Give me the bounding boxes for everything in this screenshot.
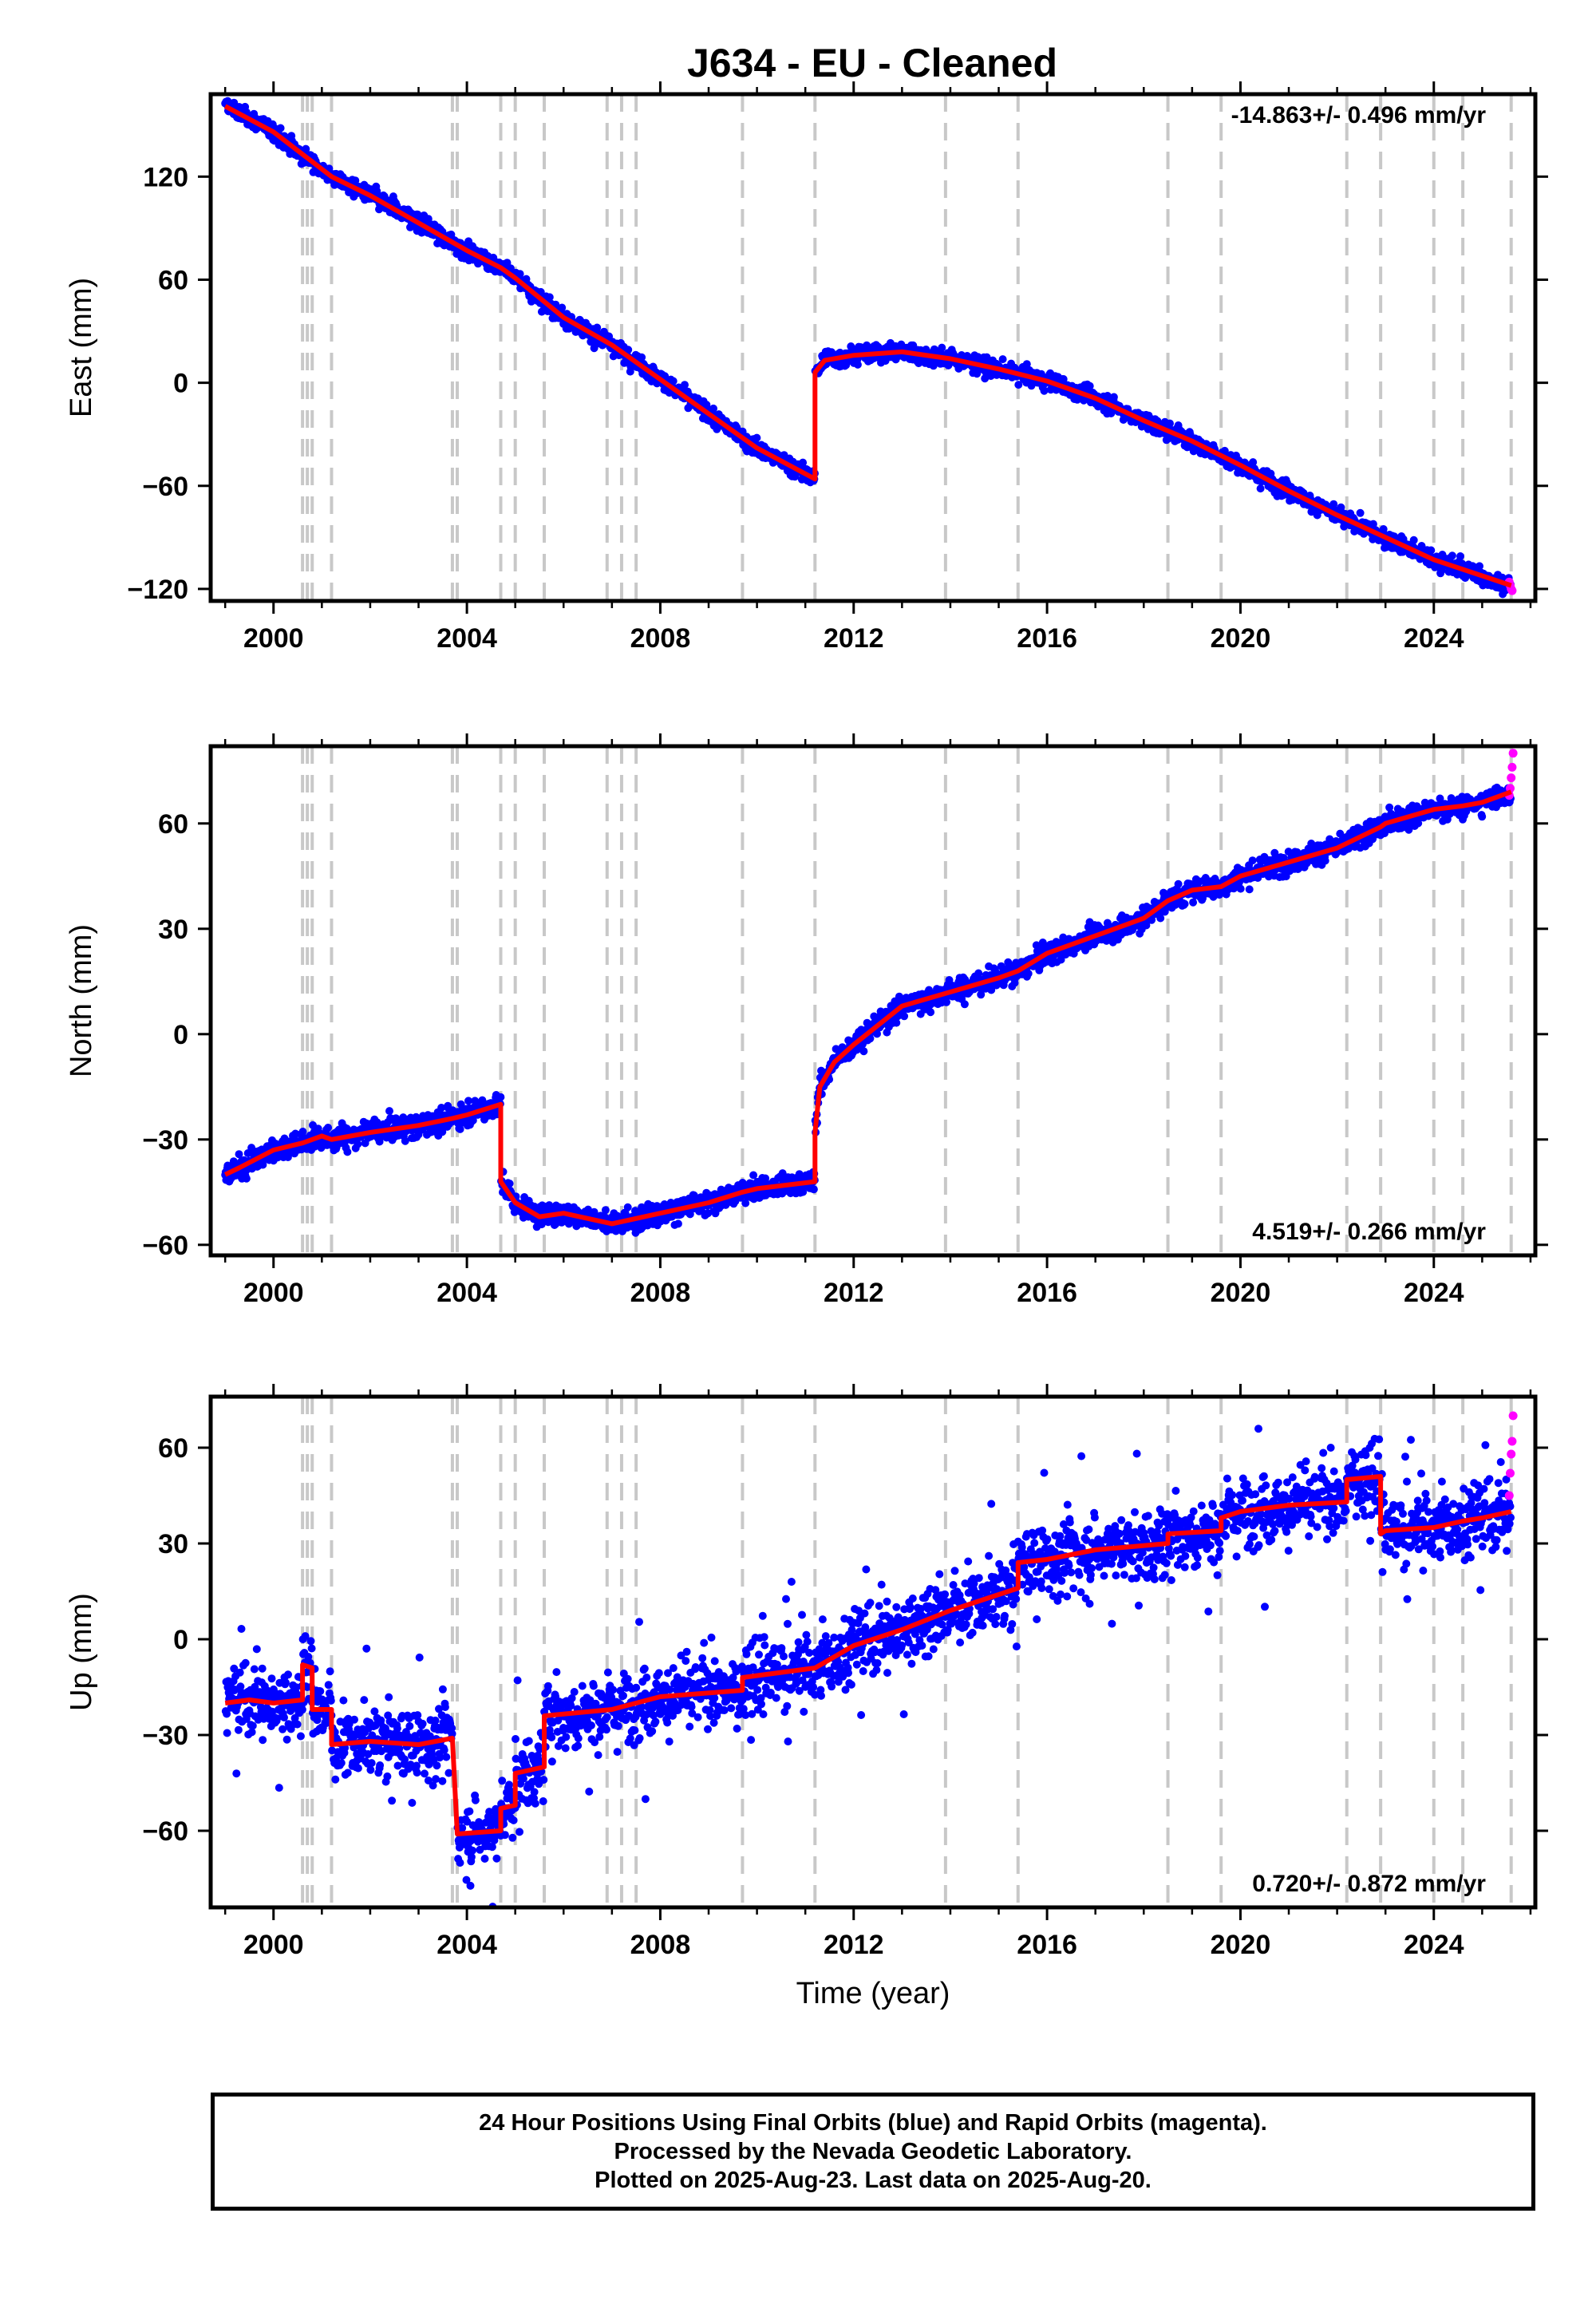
x-tick-label: 2000 <box>243 1278 304 1308</box>
plot-frame-up <box>208 1394 1538 1910</box>
x-tick-label: 2024 <box>1404 1278 1464 1308</box>
x-tick-label: 2024 <box>1404 1930 1464 1960</box>
final-orbit-points-east <box>221 97 1515 599</box>
rapid-orbit-point <box>1507 773 1516 783</box>
x-tick-label: 2016 <box>1017 623 1077 654</box>
y-tick-label: 0 <box>173 1020 188 1050</box>
y-axis-label: East (mm) <box>65 278 98 417</box>
rapid-orbit-point <box>1508 749 1518 758</box>
caption-box: 24 Hour Positions Using Final Orbits (bl… <box>211 2093 1535 2211</box>
x-tick-label: 2020 <box>1211 1930 1271 1960</box>
y-tick-label: −60 <box>142 1231 188 1261</box>
rapid-orbit-point <box>1507 1437 1517 1446</box>
y-tick-label: 30 <box>158 915 188 945</box>
panels: 2000 2004 2008 2012 2016 2020 2024 120 60 0 −60 −12… <box>65 81 1548 2010</box>
y-tick-label: 120 <box>143 162 188 192</box>
x-tick-label: 2024 <box>1404 623 1464 654</box>
panel-east: 2000 2004 2008 2012 2016 2020 2024 120 60 0 −60 −12… <box>65 81 1548 654</box>
y-tick-label: 60 <box>158 809 188 840</box>
y-axis-label: Up (mm) <box>65 1593 98 1711</box>
rapid-orbit-point <box>1504 1491 1514 1500</box>
rapid-orbit-point <box>1507 762 1517 772</box>
x-tick-label: 2012 <box>824 1278 884 1308</box>
y-axis-label: North (mm) <box>65 924 98 1077</box>
y-tick-label: −30 <box>142 1125 188 1156</box>
x-tick-label: 2020 <box>1211 623 1271 654</box>
rapid-orbit-point <box>1507 1449 1516 1459</box>
x-tick-label: 2004 <box>437 1930 497 1960</box>
x-tick-label: 2016 <box>1017 1278 1077 1308</box>
x-tick-label: 2008 <box>630 623 691 654</box>
caption-line-3: Plotted on 2025-Aug-23. Last data on 202… <box>595 2168 1152 2193</box>
x-axis-label: Time (year) <box>796 1977 950 2010</box>
x-tick-label: 2008 <box>630 1930 691 1960</box>
rate-annotation: -14.863+/- 0.496 mm/yr <box>1231 102 1487 128</box>
rapid-orbit-point <box>1507 586 1517 595</box>
x-tick-label: 2004 <box>437 623 497 654</box>
model-line-up <box>224 1474 1512 1836</box>
y-tick-label: −60 <box>142 472 188 502</box>
rate-annotation: 4.519+/- 0.266 mm/yr <box>1252 1219 1486 1245</box>
figure-title: J634 - EU - Cleaned <box>687 41 1057 85</box>
y-tick-label: 0 <box>173 369 188 399</box>
x-tick-label: 2012 <box>824 623 884 654</box>
y-tick-label: 0 <box>173 1625 188 1655</box>
y-tick-label: −60 <box>142 1816 188 1847</box>
x-tick-label: 2000 <box>243 623 304 654</box>
y-tick-label: 60 <box>158 265 188 295</box>
rapid-orbit-point <box>1505 1468 1515 1478</box>
caption-line-1: 24 Hour Positions Using Final Orbits (bl… <box>479 2110 1267 2136</box>
x-tick-label: 2020 <box>1211 1278 1271 1308</box>
final-orbit-points-up <box>221 1425 1515 1907</box>
plot-frame-north <box>208 744 1538 1258</box>
x-tick-label: 2012 <box>824 1930 884 1960</box>
plot-area-north <box>221 746 1518 1255</box>
panel-up: 2000 2004 2008 2012 2016 2020 2024 60 30 0 −30 −60 U… <box>65 1384 1548 2010</box>
y-tick-label: −120 <box>127 575 188 605</box>
plot-area-up <box>221 1397 1518 1907</box>
model-line-east <box>223 104 1512 588</box>
model-line-north <box>223 789 1512 1227</box>
x-tick-label: 2000 <box>243 1930 304 1960</box>
caption-line-2: Processed by the Nevada Geodetic Laborat… <box>614 2139 1132 2164</box>
rate-annotation: 0.720+/- 0.872 mm/yr <box>1252 1871 1486 1897</box>
x-tick-label: 2016 <box>1017 1930 1077 1960</box>
y-tick-label: 30 <box>158 1529 188 1559</box>
final-orbit-points-north <box>221 783 1515 1237</box>
x-tick-label: 2004 <box>437 1278 497 1308</box>
y-tick-label: 60 <box>158 1433 188 1464</box>
plot-frame-east <box>208 92 1538 603</box>
y-tick-label: −30 <box>142 1721 188 1751</box>
panel-north: 2000 2004 2008 2012 2016 2020 2024 60 30 0 −30 −60 N… <box>65 733 1548 1308</box>
rapid-orbit-point <box>1508 1411 1518 1421</box>
x-tick-label: 2008 <box>630 1278 691 1308</box>
plot-area-east <box>221 94 1517 601</box>
